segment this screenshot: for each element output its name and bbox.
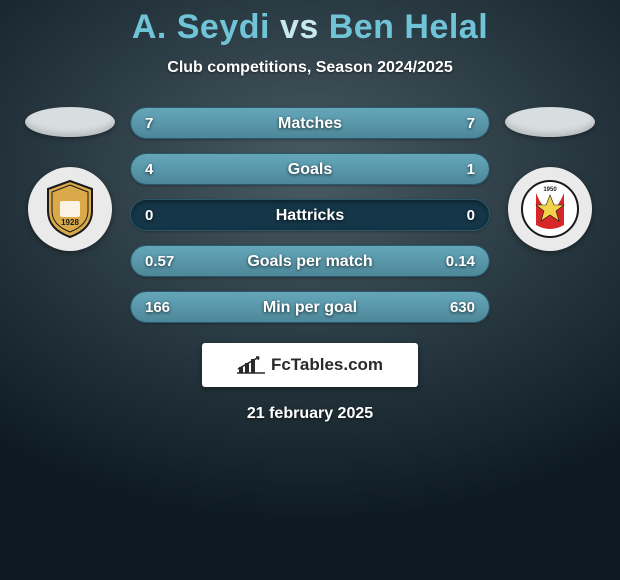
club-left-crest-icon: 1928 — [38, 177, 102, 241]
stat-label: Hattricks — [131, 200, 489, 231]
club-right-crest-icon: 1950 — [518, 177, 582, 241]
stat-bar: 0.57Goals per match0.14 — [130, 245, 490, 277]
bar-fill-right — [417, 154, 489, 184]
club-right-badge: 1950 — [508, 167, 592, 251]
vs-text: vs — [280, 8, 319, 46]
subtitle: Club competitions, Season 2024/2025 — [0, 59, 620, 77]
comparison-title: A. Seydi vs Ben Helal — [0, 0, 620, 47]
bar-fill-left — [131, 292, 206, 322]
bar-fill-left — [131, 154, 417, 184]
main-row: 1928 7Matches7 4Goals1 0Hattricks0 0.57Goal… — [0, 107, 620, 323]
svg-text:1950: 1950 — [543, 187, 557, 193]
stat-bar: 4Goals1 — [130, 153, 490, 185]
stat-value-left: 0 — [145, 200, 153, 231]
bar-fill-right — [417, 246, 489, 276]
bar-fill-right — [310, 108, 489, 138]
content-wrapper: A. Seydi vs Ben Helal Club competitions,… — [0, 0, 620, 580]
svg-text:1928: 1928 — [61, 218, 79, 227]
date-text: 21 february 2025 — [0, 405, 620, 423]
brand-box[interactable]: FcTables.com — [202, 343, 418, 387]
bar-fill-left — [131, 108, 310, 138]
right-column: 1950 — [500, 107, 600, 251]
brand-text: FcTables.com — [271, 355, 383, 375]
player1-placeholder-icon — [25, 107, 115, 137]
bar-chart-icon — [237, 355, 265, 375]
player1-name: A. Seydi — [132, 8, 270, 46]
player2-name: Ben Helal — [329, 8, 488, 46]
player2-placeholder-icon — [505, 107, 595, 137]
stat-bar: 166Min per goal630 — [130, 291, 490, 323]
club-left-badge: 1928 — [28, 167, 112, 251]
stat-bar: 7Matches7 — [130, 107, 490, 139]
bar-fill-left — [131, 246, 417, 276]
stat-bar: 0Hattricks0 — [130, 199, 490, 231]
stats-bars: 7Matches7 4Goals1 0Hattricks0 0.57Goals per… — [130, 107, 490, 323]
left-column: 1928 — [20, 107, 120, 251]
stat-value-right: 0 — [467, 200, 475, 231]
bar-fill-right — [206, 292, 489, 322]
